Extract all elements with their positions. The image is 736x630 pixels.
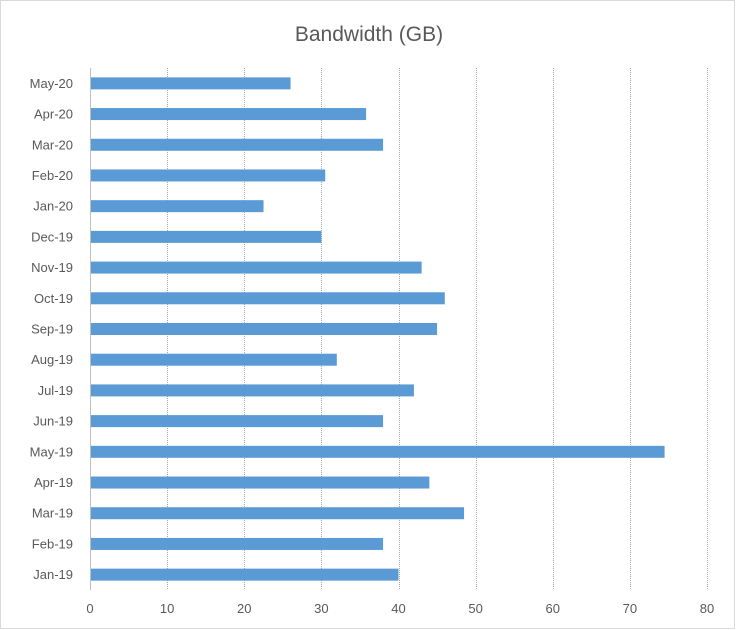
bar-dec-19 — [91, 230, 322, 243]
x-tick-label: 60 — [546, 601, 560, 616]
bar-sep-19 — [91, 323, 438, 335]
y-category-label: Sep-19 — [31, 322, 73, 337]
x-tick-label: 80 — [700, 601, 714, 616]
y-category-label: Apr-19 — [34, 475, 73, 490]
bar-mar-20 — [91, 138, 384, 151]
y-category-label: Jul-19 — [38, 383, 73, 398]
y-category-label: Feb-19 — [32, 536, 73, 551]
bar-jan-19 — [91, 568, 399, 581]
x-tick-label: 50 — [468, 601, 482, 616]
bar-apr-20 — [91, 108, 367, 121]
bar-nov-19 — [91, 261, 422, 274]
x-tick-label: 40 — [391, 601, 405, 616]
bar-mar-19 — [91, 507, 465, 520]
x-tick-label: 30 — [314, 601, 328, 616]
x-tick-label: 20 — [237, 601, 251, 616]
y-category-label: Nov-19 — [31, 260, 73, 275]
bar-aug-19 — [91, 353, 337, 366]
x-axis-labels: 0 10 20 30 40 50 60 70 80 — [86, 601, 714, 616]
bar-may-20 — [91, 77, 291, 90]
y-category-label: Dec-19 — [31, 229, 73, 244]
y-category-label: Mar-20 — [32, 137, 73, 152]
bar-apr-19 — [91, 476, 430, 489]
y-axis-labels: Jan-19 Feb-19 Mar-19 Apr-19 May-19 Jun-19 Jul-… — [30, 76, 73, 582]
y-category-label: Jun-19 — [33, 414, 73, 429]
bars — [91, 77, 665, 581]
x-tick-label: 70 — [623, 601, 637, 616]
bar-feb-20 — [91, 169, 326, 182]
x-tick-label: 10 — [160, 601, 174, 616]
chart-title: Bandwidth (GB) — [295, 23, 443, 46]
x-tick-label: 0 — [86, 601, 93, 616]
bar-may-19 — [91, 445, 665, 458]
y-category-label: Jan-20 — [33, 199, 73, 214]
bar-feb-19 — [91, 537, 384, 550]
y-category-label: Oct-19 — [34, 291, 73, 306]
y-category-label: Mar-19 — [32, 506, 73, 521]
y-category-label: May-20 — [30, 76, 73, 91]
bar-oct-19 — [91, 292, 445, 305]
y-category-label: Aug-19 — [31, 352, 73, 367]
bar-jul-19 — [91, 384, 414, 397]
y-category-label: Apr-20 — [34, 107, 73, 122]
y-category-label: Jan-19 — [33, 567, 73, 582]
bar-jan-20 — [91, 200, 264, 213]
y-category-label: Feb-20 — [32, 168, 73, 183]
y-category-label: May-19 — [30, 444, 73, 459]
bar-jun-19 — [91, 415, 384, 428]
